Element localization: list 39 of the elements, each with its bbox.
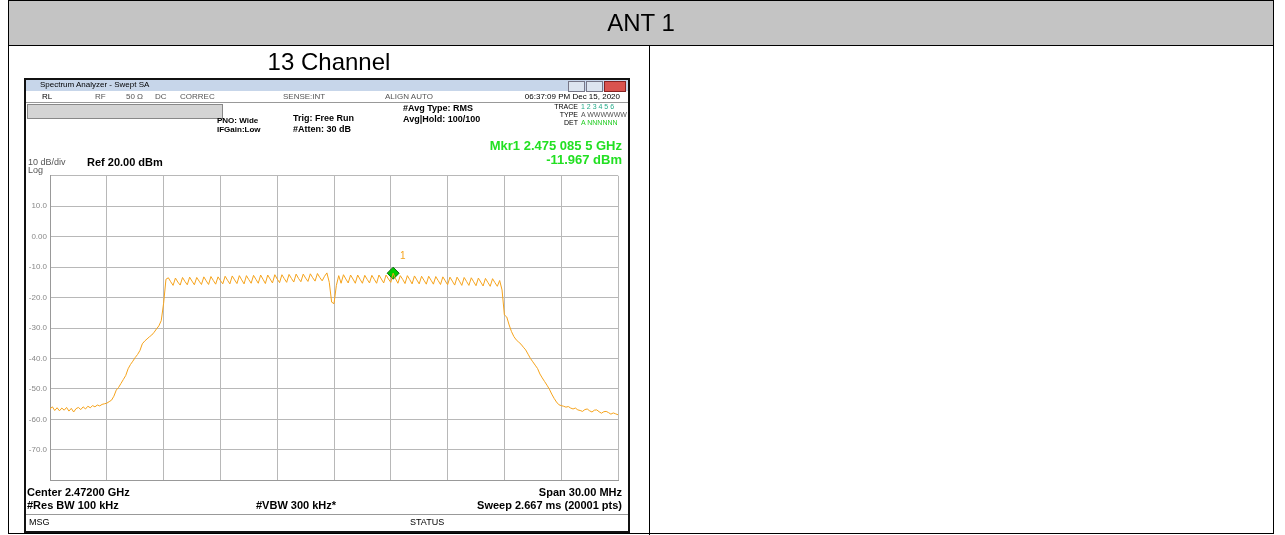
text: RL (42, 92, 53, 101)
text: #Avg Type: RMS (403, 103, 474, 113)
annotation: 1 (400, 250, 406, 261)
y-tick-label: -10.0 (28, 262, 48, 272)
text: Spectrum Analyzer - Swept SA (40, 80, 150, 89)
text: Sweep 2.667 ms (20001 pts) (477, 499, 622, 511)
y-tick-label: -50.0 (28, 384, 48, 394)
text: PNO: Wide (217, 116, 259, 125)
text: Trig: Free Run (293, 113, 355, 123)
text: SENSE:INT (283, 92, 326, 101)
chart-title: ANT 1 (9, 1, 1273, 46)
text: ALIGN AUTO (385, 92, 433, 101)
text: #VBW 300 kHz* (256, 499, 337, 511)
text: #Atten: 30 dB (293, 124, 352, 134)
y-tick-label: 0.00 (31, 231, 48, 241)
text: STATUS (410, 517, 445, 527)
text: #Res BW 100 kHz (27, 499, 119, 511)
text: 06:37:09 PM Dec 15, 2020 (524, 92, 620, 101)
y-tick-label: -40.0 (28, 353, 48, 363)
text: Log (28, 165, 44, 175)
text: 50 Ω (126, 92, 144, 101)
text: 10 dB/div (28, 157, 66, 167)
text: Mkr1 2.475 085 5 GHz (489, 138, 622, 153)
text: Avg|Hold: 100/100 (403, 114, 481, 124)
text: RF (95, 92, 106, 101)
y-tick-label: 10.0 (31, 201, 48, 211)
text: IFGain:Low (217, 125, 261, 134)
text: MSG (29, 517, 50, 527)
text: Center 2.47200 GHz (27, 486, 130, 498)
text: DC (155, 92, 167, 101)
text: -11.967 dBm (546, 152, 622, 167)
y-tick-label: -60.0 (28, 414, 48, 424)
text: CORREC (180, 92, 215, 101)
y-tick-label: -20.0 (28, 292, 48, 302)
text: Span 30.00 MHz (538, 486, 622, 498)
text: Ref 20.00 dBm (87, 156, 163, 168)
y-tick-label: -70.0 (28, 444, 48, 454)
y-tick-label: -30.0 (28, 323, 48, 333)
chart-subtitle: 13 Channel (266, 47, 392, 77)
